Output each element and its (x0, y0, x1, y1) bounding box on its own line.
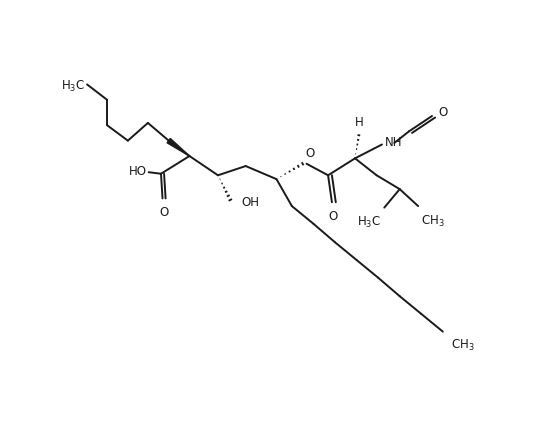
Text: CH$_3$: CH$_3$ (450, 338, 474, 353)
Text: O: O (329, 210, 338, 223)
Text: O: O (306, 147, 315, 160)
Text: CH$_3$: CH$_3$ (421, 214, 445, 229)
Text: H: H (355, 116, 363, 129)
Text: H$_3$C: H$_3$C (62, 79, 86, 93)
Text: HO: HO (129, 165, 147, 178)
Text: NH: NH (385, 136, 403, 149)
Polygon shape (167, 138, 189, 156)
Text: OH: OH (241, 197, 259, 210)
Text: H$_3$C: H$_3$C (357, 215, 381, 230)
Text: O: O (160, 206, 169, 219)
Text: O: O (438, 106, 448, 119)
